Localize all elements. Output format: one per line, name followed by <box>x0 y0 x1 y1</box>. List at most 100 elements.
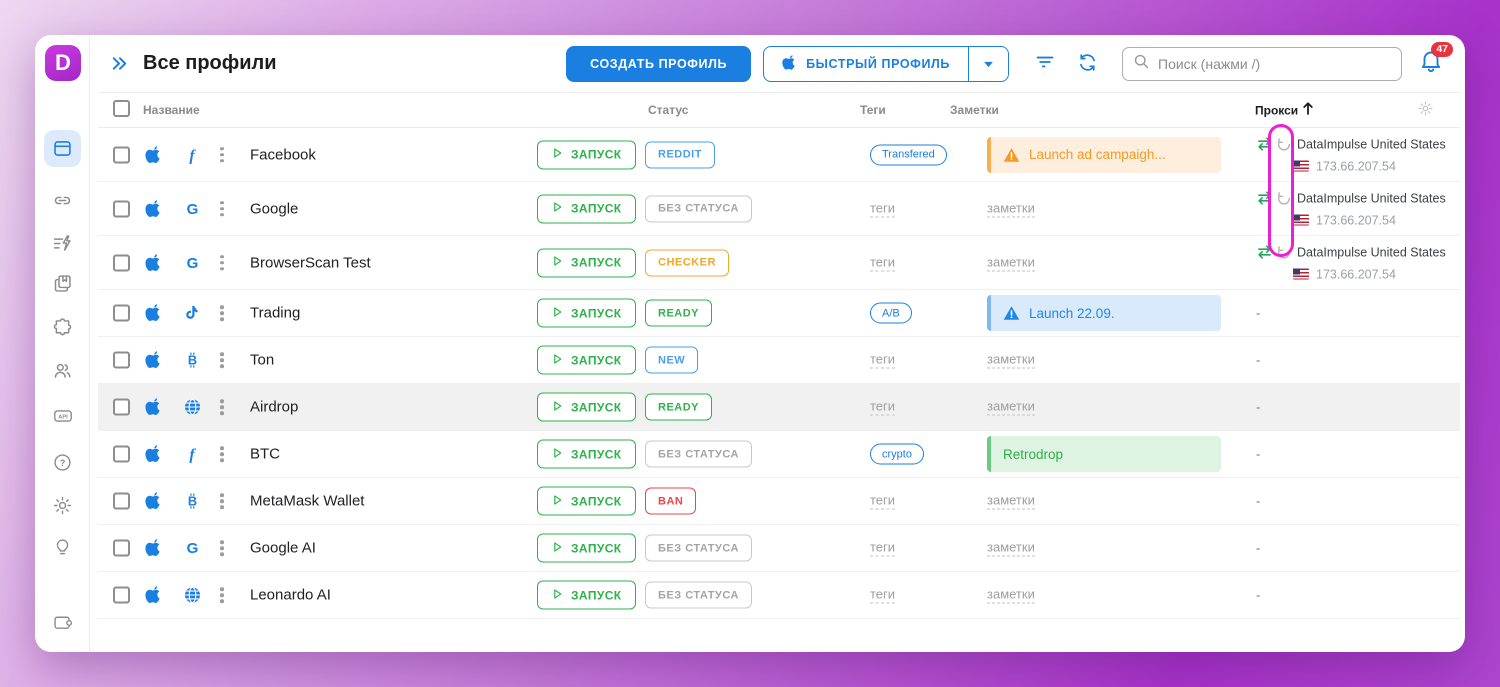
status-badge[interactable]: NEW <box>645 346 699 374</box>
table-row[interactable]: Leonardo AI ЗАПУСК БЕЗ СТАТУСА теги заме… <box>98 572 1460 619</box>
tags-placeholder[interactable]: теги <box>870 351 896 369</box>
profile-name[interactable]: Ton <box>250 351 275 369</box>
select-all-checkbox[interactable] <box>113 100 130 117</box>
status-badge[interactable]: БЕЗ СТАТУСА <box>645 581 752 609</box>
row-checkbox[interactable] <box>113 586 130 604</box>
launch-button[interactable]: ЗАПУСК <box>537 194 636 223</box>
notes-placeholder[interactable]: заметки <box>987 254 1035 271</box>
refresh-button[interactable] <box>1077 52 1098 76</box>
column-header-notes[interactable]: Заметки <box>950 103 999 117</box>
launch-button[interactable]: ЗАПУСК <box>537 439 636 469</box>
tags-placeholder[interactable]: теги <box>870 254 896 271</box>
launch-button[interactable]: ЗАПУСК <box>537 248 636 277</box>
filter-button[interactable] <box>1035 54 1055 73</box>
table-settings-button[interactable] <box>1417 100 1434 120</box>
row-checkbox[interactable] <box>113 398 130 416</box>
table-row[interactable]: B Ton ЗАПУСК NEW теги заметки - <box>98 337 1460 384</box>
launch-button[interactable]: ЗАПУСК <box>537 533 636 563</box>
row-checkbox[interactable] <box>113 146 130 163</box>
row-menu-button[interactable] <box>214 489 230 513</box>
row-checkbox[interactable] <box>113 304 130 322</box>
profile-name[interactable]: Google AI <box>250 539 316 557</box>
table-row[interactable]: G Google ЗАПУСК БЕЗ СТАТУСА теги заметки… <box>98 182 1460 236</box>
profile-name[interactable]: Facebook <box>250 146 316 163</box>
profile-name[interactable]: Airdrop <box>250 398 299 416</box>
status-badge[interactable]: БЕЗ СТАТУСА <box>645 195 752 222</box>
status-badge[interactable]: БЕЗ СТАТУСА <box>645 534 752 562</box>
launch-button[interactable]: ЗАПУСК <box>537 392 636 422</box>
launch-button[interactable]: ЗАПУСК <box>537 580 636 610</box>
tags-placeholder[interactable]: теги <box>870 586 896 604</box>
row-checkbox[interactable] <box>113 200 130 217</box>
status-badge[interactable]: CHECKER <box>645 249 729 276</box>
row-menu-button[interactable] <box>214 348 230 372</box>
status-badge[interactable]: BAN <box>645 487 697 515</box>
proxy-refresh-icon[interactable] <box>1276 244 1292 260</box>
profile-name[interactable]: Leonardo AI <box>250 586 331 604</box>
profile-name[interactable]: BrowserScan Test <box>250 254 371 271</box>
launch-button[interactable]: ЗАПУСК <box>537 345 636 375</box>
row-menu-button[interactable] <box>214 143 230 167</box>
column-header-proxy[interactable]: Прокси <box>1255 102 1314 119</box>
row-menu-button[interactable] <box>214 583 230 607</box>
row-checkbox[interactable] <box>113 351 130 369</box>
quick-profile-button[interactable]: БЫСТРЫЙ ПРОФИЛЬ <box>764 47 968 81</box>
sidebar-item-api[interactable]: API <box>44 397 81 434</box>
tags-placeholder[interactable]: теги <box>870 200 896 217</box>
column-header-status[interactable]: Статус <box>648 103 689 117</box>
launch-button[interactable]: ЗАПУСК <box>537 298 636 328</box>
table-row[interactable]: Trading ЗАПУСК READY A/B Launch 22.09. - <box>98 290 1460 337</box>
tag-pill[interactable]: Transfered <box>870 144 947 165</box>
tags-placeholder[interactable]: теги <box>870 492 896 510</box>
launch-button[interactable]: ЗАПУСК <box>537 486 636 516</box>
tag-pill[interactable]: A/B <box>870 302 912 324</box>
profile-name[interactable]: Trading <box>250 304 301 322</box>
notes-placeholder[interactable]: заметки <box>987 398 1035 416</box>
sidebar-item-ideas[interactable] <box>44 529 81 566</box>
proxy-refresh-icon[interactable] <box>1276 136 1292 152</box>
table-row[interactable]: Airdrop ЗАПУСК READY теги заметки - <box>98 384 1460 431</box>
table-row[interactable]: f BTC ЗАПУСК БЕЗ СТАТУСА crypto Retrodro… <box>98 431 1460 478</box>
launch-button[interactable]: ЗАПУСК <box>537 140 636 169</box>
search-input[interactable] <box>1158 55 1391 72</box>
table-row[interactable]: G Google AI ЗАПУСК БЕЗ СТАТУСА теги заме… <box>98 525 1460 572</box>
row-menu-button[interactable] <box>214 197 230 221</box>
table-row[interactable]: G BrowserScan Test ЗАПУСК CHECKER теги з… <box>98 236 1460 290</box>
profile-name[interactable]: MetaMask Wallet <box>250 492 365 510</box>
row-checkbox[interactable] <box>113 539 130 557</box>
row-menu-button[interactable] <box>214 301 230 325</box>
table-row[interactable]: B MetaMask Wallet ЗАПУСК BAN теги заметк… <box>98 478 1460 525</box>
notes-placeholder[interactable]: заметки <box>987 351 1035 369</box>
quick-profile-dropdown-button[interactable] <box>968 46 1008 81</box>
sidebar-item-bookmarks[interactable] <box>44 265 81 302</box>
sidebar-expand-icon[interactable] <box>110 54 129 73</box>
row-checkbox[interactable] <box>113 445 130 463</box>
profile-name[interactable]: BTC <box>250 445 280 463</box>
row-menu-button[interactable] <box>214 442 230 466</box>
status-badge[interactable]: REDDIT <box>645 141 715 168</box>
note-box[interactable]: Launch 22.09. <box>987 295 1221 331</box>
sidebar-item-settings[interactable] <box>44 487 81 524</box>
row-checkbox[interactable] <box>113 254 130 271</box>
notes-placeholder[interactable]: заметки <box>987 539 1035 557</box>
status-badge[interactable]: READY <box>645 393 713 421</box>
proxy-refresh-icon[interactable] <box>1276 190 1292 206</box>
status-badge[interactable]: READY <box>645 299 713 327</box>
tags-placeholder[interactable]: теги <box>870 398 896 416</box>
note-box[interactable]: Launch ad campaigh... <box>987 136 1221 173</box>
sidebar-item-help[interactable]: ? <box>44 444 81 481</box>
row-checkbox[interactable] <box>113 492 130 510</box>
create-profile-button[interactable]: СОЗДАТЬ ПРОФИЛЬ <box>566 45 752 82</box>
sidebar-item-automation[interactable] <box>44 225 81 262</box>
profile-name[interactable]: Google <box>250 200 299 217</box>
notifications-button[interactable]: 47 <box>1419 42 1453 79</box>
notes-placeholder[interactable]: заметки <box>987 586 1035 604</box>
row-menu-button[interactable] <box>214 536 230 560</box>
sidebar-item-proxy[interactable] <box>44 182 81 219</box>
proxy-swap-icon[interactable] <box>1256 137 1273 152</box>
notes-placeholder[interactable]: заметки <box>987 492 1035 510</box>
table-row[interactable]: f Facebook ЗАПУСК REDDIT Transfered Laun… <box>98 128 1460 182</box>
column-header-name[interactable]: Название <box>143 103 200 117</box>
sidebar-item-team[interactable] <box>44 352 81 389</box>
proxy-swap-icon[interactable] <box>1256 245 1273 260</box>
